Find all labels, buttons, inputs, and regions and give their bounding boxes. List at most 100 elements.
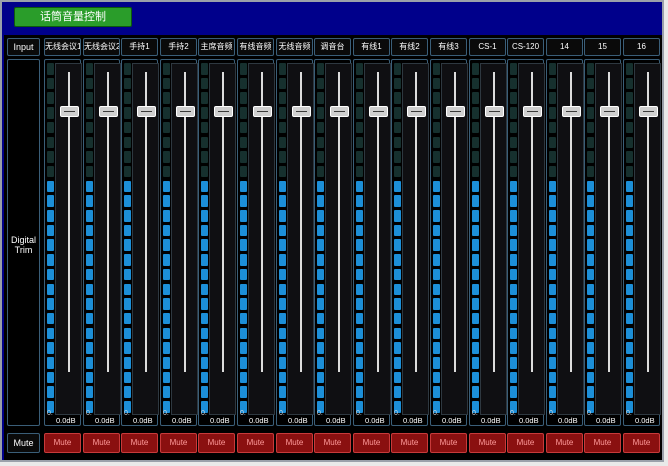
mute-button[interactable]: Mute — [353, 433, 390, 453]
gain-fader[interactable] — [55, 63, 82, 415]
mute-button[interactable]: Mute — [507, 433, 544, 453]
gain-fader[interactable] — [94, 63, 121, 415]
mute-button[interactable]: Mute — [546, 433, 583, 453]
channel-name-button[interactable]: 无线音频 — [276, 38, 313, 56]
channel-name-button[interactable]: 无线会议1 — [44, 38, 81, 56]
meter-segment — [433, 357, 440, 369]
mute-button[interactable]: Mute — [198, 433, 235, 453]
meter-segment — [317, 180, 324, 193]
fader-knob[interactable] — [446, 106, 465, 117]
fader-track — [107, 72, 109, 372]
mute-button[interactable]: Mute — [44, 433, 81, 453]
title-button[interactable]: 话筒音量控制 — [14, 7, 132, 27]
mute-button[interactable]: Mute — [83, 433, 120, 453]
fader-knob[interactable] — [407, 106, 426, 117]
gain-fader[interactable] — [518, 63, 545, 415]
gain-fader[interactable] — [634, 63, 661, 415]
fader-knob[interactable] — [292, 106, 311, 117]
meter-segment — [356, 239, 363, 251]
meter-segment — [317, 165, 324, 178]
meter-segment — [201, 312, 208, 325]
fader-knob[interactable] — [562, 106, 581, 117]
fader-knob[interactable] — [639, 106, 658, 117]
gain-fader[interactable] — [248, 63, 275, 415]
meter-segment — [86, 77, 93, 90]
meter-segment — [86, 136, 93, 148]
gain-fader[interactable] — [287, 63, 314, 415]
channel-name-button[interactable]: 手持1 — [121, 38, 158, 56]
channel-strip: 0. 0.0dB — [584, 59, 622, 426]
meter-segment — [510, 327, 517, 340]
meter-segment — [47, 298, 54, 310]
channel-name-button[interactable]: 有线2 — [391, 38, 428, 56]
channel-name-button[interactable]: 有线1 — [353, 38, 390, 56]
gain-fader[interactable] — [402, 63, 429, 415]
gain-fader[interactable] — [595, 63, 622, 415]
mute-button[interactable]: Mute — [160, 433, 197, 453]
channel-name-button[interactable]: 有线3 — [430, 38, 467, 56]
fader-knob[interactable] — [485, 106, 504, 117]
mute-button[interactable]: Mute — [276, 433, 313, 453]
level-meter: 0. — [626, 63, 633, 417]
fader-knob[interactable] — [369, 106, 388, 117]
gain-fader[interactable] — [557, 63, 584, 415]
meter-segment — [86, 386, 93, 398]
meter-segment — [279, 195, 286, 207]
fader-knob[interactable] — [176, 106, 195, 117]
fader-knob[interactable] — [600, 106, 619, 117]
mute-button[interactable]: Mute — [623, 433, 660, 453]
mute-button[interactable]: Mute — [584, 433, 621, 453]
fader-knob[interactable] — [253, 106, 272, 117]
fader-knob[interactable] — [60, 106, 79, 117]
gain-fader[interactable] — [364, 63, 391, 415]
mute-button[interactable]: Mute — [469, 433, 506, 453]
channel-name-button[interactable]: 16 — [623, 38, 660, 56]
fader-knob[interactable] — [523, 106, 542, 117]
fader-knob[interactable] — [137, 106, 156, 117]
meter-segment — [472, 136, 479, 148]
mute-row-label: Mute — [7, 433, 40, 453]
channel-name-button[interactable]: 主席音频 — [198, 38, 235, 56]
meter-segment — [240, 224, 247, 237]
fader-track — [647, 72, 649, 372]
meter-segment — [201, 386, 208, 398]
meter-segment — [433, 77, 440, 90]
channel-name-button[interactable]: 无线会议2 — [83, 38, 120, 56]
channel-name-button[interactable]: 调音台 — [314, 38, 351, 56]
mute-button[interactable]: Mute — [430, 433, 467, 453]
channel-name-button[interactable]: 14 — [546, 38, 583, 56]
meter-segment — [124, 180, 131, 193]
meter-segment — [201, 92, 208, 104]
gain-fader[interactable] — [480, 63, 507, 415]
fader-knob[interactable] — [214, 106, 233, 117]
mute-button[interactable]: Mute — [314, 433, 351, 453]
channel-name-button[interactable]: 手持2 — [160, 38, 197, 56]
meter-segment — [433, 239, 440, 251]
level-meter: 0. — [201, 63, 208, 417]
meter-segment — [163, 401, 170, 413]
fader-knob[interactable] — [330, 106, 349, 117]
meter-segment — [587, 283, 594, 295]
channel-name-button[interactable]: CS-1 — [469, 38, 506, 56]
gain-fader[interactable] — [325, 63, 352, 415]
mute-button[interactable]: Mute — [237, 433, 274, 453]
channel-name-button[interactable]: 15 — [584, 38, 621, 56]
channel-name-button[interactable]: CS-120 — [507, 38, 544, 56]
mute-button[interactable]: Mute — [121, 433, 158, 453]
meter-segment — [124, 283, 131, 295]
meter-segment — [279, 327, 286, 340]
meter-segment — [279, 136, 286, 148]
gain-fader[interactable] — [171, 63, 198, 415]
mute-button[interactable]: Mute — [391, 433, 428, 453]
meter-value: 0. — [510, 410, 516, 417]
channel-name-button[interactable]: 有线音频 — [237, 38, 274, 56]
gain-fader[interactable] — [441, 63, 468, 415]
gain-value-label: 0.0dB — [519, 416, 539, 425]
meter-segment — [201, 195, 208, 207]
meter-segment — [124, 298, 131, 310]
gain-fader[interactable] — [209, 63, 236, 415]
fader-knob[interactable] — [99, 106, 118, 117]
gain-fader[interactable] — [132, 63, 159, 415]
meter-value: 0. — [587, 410, 593, 417]
meter-segment — [626, 63, 633, 75]
